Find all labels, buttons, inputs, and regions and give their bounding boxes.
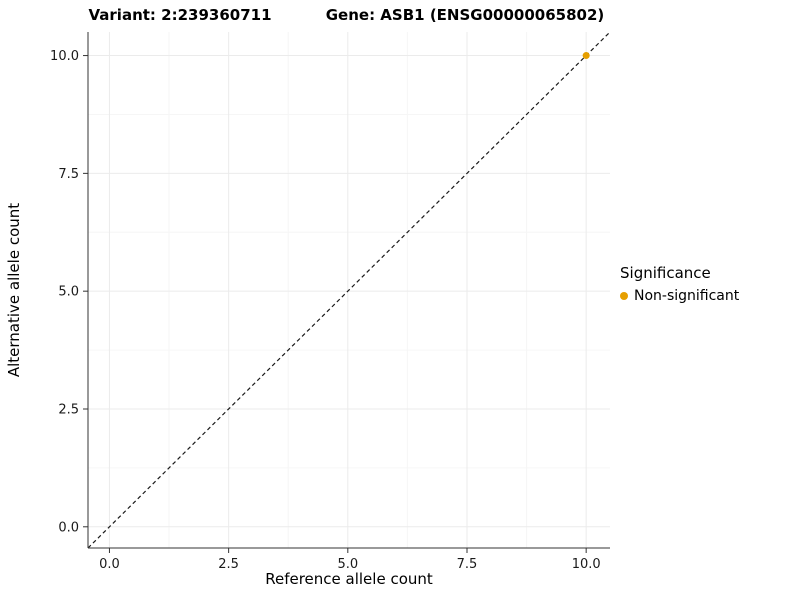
y-axis-label: Alternative allele count: [5, 202, 23, 378]
legend-item-label: Non-significant: [634, 288, 740, 304]
legend-title: Significance: [620, 264, 711, 282]
x-tick-label: 0.0: [99, 557, 120, 572]
y-tick-label: 0.0: [58, 520, 79, 535]
legend: Significance Non-significant: [620, 264, 739, 304]
y-tick-label: 10.0: [50, 49, 79, 64]
x-tick-label: 2.5: [218, 557, 239, 572]
x-tick-label: 10.0: [572, 557, 601, 572]
legend-dot-icon: [620, 292, 628, 300]
x-tick-label: 5.0: [337, 557, 358, 572]
x-tick-label: 7.5: [457, 557, 478, 572]
plot-title-variant: Variant: 2:239360711: [88, 6, 272, 24]
y-tick-label: 2.5: [58, 402, 79, 417]
legend-item: Non-significant: [620, 288, 739, 304]
plot-title-gene: Gene: ASB1 (ENSG00000065802): [325, 6, 605, 24]
x-axis-label: Reference allele count: [265, 570, 433, 588]
identity-line: [87, 31, 611, 549]
y-tick-label: 5.0: [58, 285, 79, 300]
data-point: [582, 52, 590, 60]
y-tick-label: 7.5: [58, 167, 79, 182]
